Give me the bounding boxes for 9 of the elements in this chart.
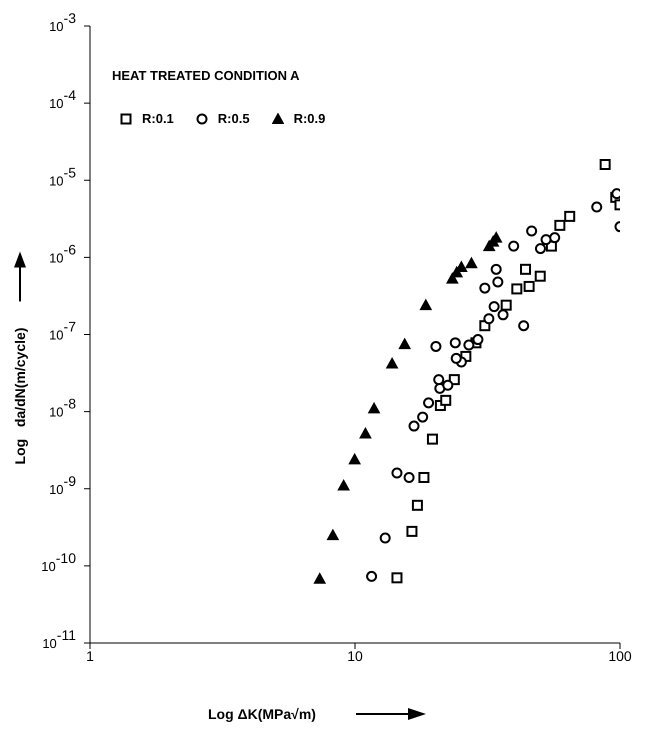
x-tick-label: 100 xyxy=(608,648,632,664)
x-tick-label: 1 xyxy=(86,648,94,664)
text: HEAT TREATED CONDITION A xyxy=(112,68,300,83)
x-axis-title: Log ΔK(MPa√m) xyxy=(208,706,316,722)
x-tick-label: 10 xyxy=(347,648,363,664)
legend-label: R:0.9 xyxy=(294,111,326,126)
legend-label: R:0.5 xyxy=(218,111,250,126)
y-axis-title: Log da/dN(m/cycle) xyxy=(12,328,28,464)
legend-label: R:0.1 xyxy=(142,111,174,126)
